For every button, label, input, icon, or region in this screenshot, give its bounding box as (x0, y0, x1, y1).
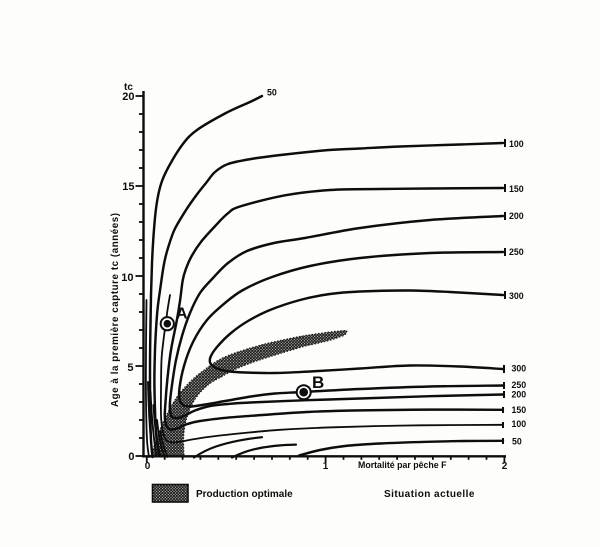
svg-text:20: 20 (122, 91, 134, 103)
svg-text:300: 300 (512, 364, 527, 374)
svg-text:5: 5 (127, 362, 133, 374)
svg-text:300: 300 (509, 291, 524, 301)
svg-text:0: 0 (145, 461, 151, 472)
svg-text:250: 250 (509, 247, 524, 257)
svg-text:Mortalité par pêche F: Mortalité par pêche F (358, 460, 447, 470)
svg-text:1: 1 (323, 461, 329, 472)
svg-text:2: 2 (502, 461, 508, 472)
svg-text:250: 250 (512, 380, 527, 390)
svg-text:tc: tc (124, 82, 133, 93)
svg-text:100: 100 (509, 139, 524, 149)
svg-text:Situation actuelle: Situation actuelle (384, 489, 475, 500)
svg-text:200: 200 (509, 211, 524, 221)
svg-text:15: 15 (122, 181, 134, 193)
svg-text:10: 10 (121, 272, 133, 284)
svg-text:A: A (176, 306, 188, 323)
svg-text:Age à la première capture tc (: Age à la première capture tc (années) (110, 212, 121, 407)
svg-text:200: 200 (512, 390, 527, 400)
svg-text:50: 50 (512, 437, 522, 447)
svg-text:0: 0 (128, 451, 134, 463)
svg-text:150: 150 (509, 184, 524, 194)
svg-text:150: 150 (512, 405, 527, 415)
svg-text:B: B (312, 373, 324, 392)
svg-text:50: 50 (267, 88, 277, 98)
svg-text:Production optimale: Production optimale (196, 489, 293, 500)
svg-text:100: 100 (512, 419, 527, 429)
